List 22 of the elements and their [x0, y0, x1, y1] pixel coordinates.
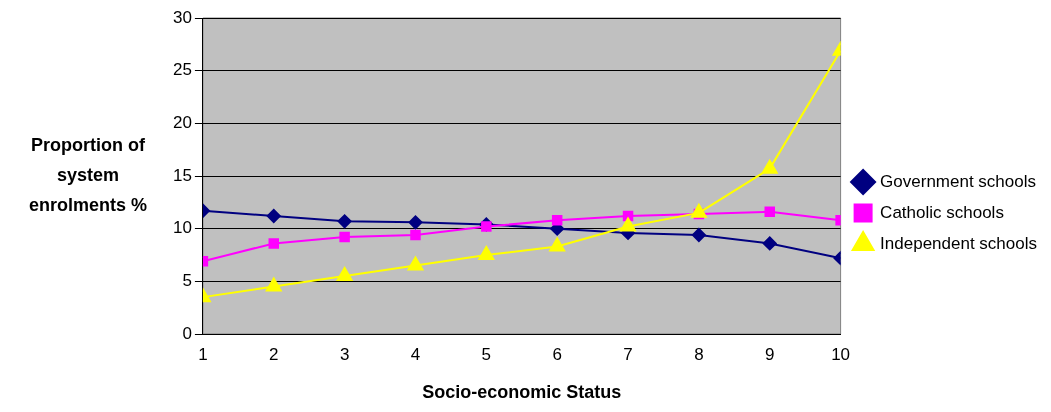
x-tick-label: 8	[694, 344, 704, 364]
x-tick-label: 6	[552, 344, 562, 364]
y-tick-label: 15	[172, 165, 192, 185]
x-tick-label: 1	[198, 344, 208, 364]
x-tick-label: 3	[339, 344, 350, 364]
y-tick-label: 5	[182, 271, 192, 291]
y-tick-label: 25	[172, 60, 192, 80]
x-tick-label: 7	[623, 344, 633, 364]
y-axis-title: Proportion of system enrolments %	[28, 134, 148, 217]
x-tick-label: 4	[410, 344, 421, 364]
x-tick-label: 2	[269, 344, 279, 364]
legend-label: Government schools	[880, 171, 1036, 191]
y-tick-label: 20	[172, 113, 192, 133]
legend-label: Independent schools	[880, 233, 1037, 253]
legend-label: Catholic schools	[880, 202, 1004, 222]
y-tick-label: 10	[172, 218, 192, 238]
y-tick-label: 30	[172, 7, 192, 27]
x-axis-title: Socio-economic Status	[422, 382, 622, 403]
x-tick-label: 10	[831, 344, 851, 364]
x-tick-label: 5	[481, 344, 492, 364]
y-tick-label: 0	[182, 323, 192, 343]
x-tick-label: 9	[765, 344, 775, 364]
